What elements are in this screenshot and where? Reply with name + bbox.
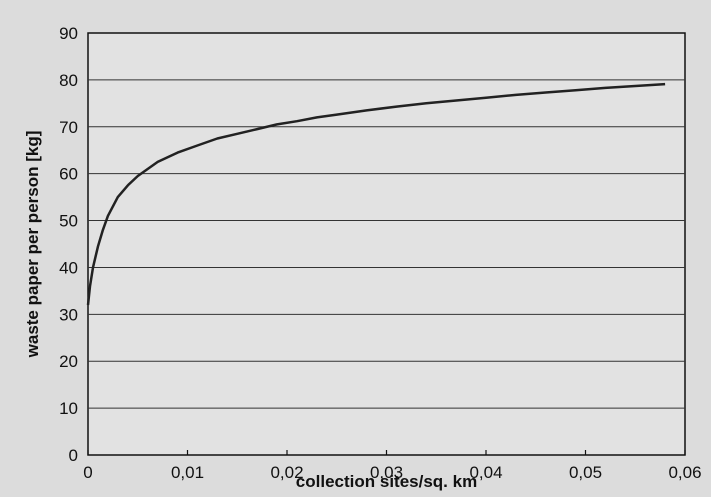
y-tick-label: 70 (59, 118, 78, 137)
gridlines (87, 79, 686, 455)
series-layer (86, 82, 666, 306)
plot-area (87, 32, 686, 456)
x-tick-label: 0,03 (370, 463, 403, 482)
y-tick-label: 40 (59, 258, 78, 277)
x-tick-label: 0,02 (270, 463, 303, 482)
x-tick-label: 0 (83, 463, 92, 482)
y-tick-label: 20 (59, 352, 78, 371)
y-tick-label: 10 (59, 399, 78, 418)
tick-labels: 0 10 20 30 40 50 60 70 80 90 0 0,01 0,02 0,03 0,04 0,05… (59, 24, 701, 482)
y-tick-label: 0 (69, 446, 78, 465)
x-tick-label: 0,05 (569, 463, 602, 482)
y-axis-title: waste paper per person [kg] (23, 131, 42, 359)
x-tick-label: 0,01 (171, 463, 204, 482)
series-line-0 (86, 82, 666, 306)
x-axis-title: collection sites/sq. km (296, 472, 477, 491)
y-tick-label: 50 (59, 212, 78, 231)
x-tick-label: 0,06 (668, 463, 701, 482)
y-tick-label: 30 (59, 305, 78, 324)
y-tick-label: 80 (59, 71, 78, 90)
y-tick-label: 60 (59, 165, 78, 184)
y-tick-label: 90 (59, 24, 78, 43)
x-tick-label: 0,04 (469, 463, 502, 482)
